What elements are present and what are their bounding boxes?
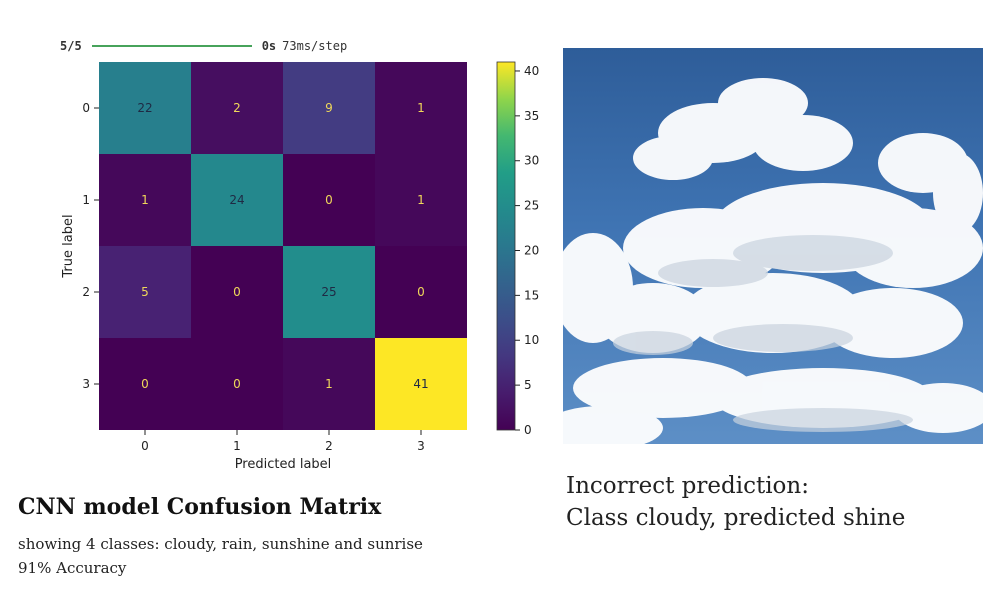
matrix-cell	[283, 62, 375, 154]
y-tick-label: 1	[82, 193, 90, 207]
matrix-cell	[191, 62, 283, 154]
x-tick-label: 1	[233, 439, 241, 453]
x-tick-label: 2	[325, 439, 333, 453]
matrix-cell	[375, 246, 467, 338]
progress-bar-fill	[91, 45, 252, 47]
progress-bar	[91, 45, 252, 47]
cell-value-label: 25	[321, 285, 336, 299]
matrix-cell	[283, 154, 375, 246]
cell-value-label: 1	[417, 101, 425, 115]
prediction-caption-line2: Class cloudy, predicted shine	[566, 505, 906, 531]
matrix-cell	[99, 154, 191, 246]
training-progress: 5/5 0s 73ms/step	[60, 36, 400, 56]
colorbar-tick-label: 10	[524, 333, 539, 347]
cell-value-label: 5	[141, 285, 149, 299]
cell-value-label: 1	[325, 377, 333, 391]
cell-value-label: 24	[229, 193, 244, 207]
colorbar-tick-label: 30	[524, 154, 539, 168]
cell-value-label: 41	[413, 377, 428, 391]
x-axis-title: Predicted label	[235, 457, 332, 472]
matrix-cell	[375, 62, 467, 154]
y-tick-label: 2	[82, 285, 90, 299]
cell-value-label: 9	[325, 101, 333, 115]
y-axis-title: True label	[61, 214, 76, 278]
matrix-caption-classes: showing 4 classes: cloudy, rain, sunshin…	[18, 535, 423, 553]
colorbar-tick-label: 40	[524, 64, 539, 78]
x-tick-label: 0	[141, 439, 149, 453]
cell-value-label: 0	[141, 377, 149, 391]
matrix-cell	[99, 246, 191, 338]
cloud-photo	[563, 48, 983, 444]
matrix-cell	[191, 338, 283, 430]
cell-value-label: 1	[141, 193, 149, 207]
colorbar-tick-label: 15	[524, 288, 539, 302]
matrix-cell	[375, 154, 467, 246]
colorbar-tick-label: 5	[524, 378, 532, 392]
colorbar	[496, 61, 516, 431]
colorbar-tick-label: 20	[524, 243, 539, 257]
y-tick-label: 3	[82, 377, 90, 391]
y-tick-label: 0	[82, 101, 90, 115]
progress-step-time: 73ms/step	[282, 39, 348, 53]
matrix-caption-title: CNN model Confusion Matrix	[18, 494, 382, 520]
colorbar-tick-label: 25	[524, 199, 539, 213]
cell-value-label: 0	[233, 285, 241, 299]
x-tick-label: 3	[417, 439, 425, 453]
matrix-cell	[283, 246, 375, 338]
progress-count: 5/5	[60, 39, 82, 53]
colorbar-tick-label: 35	[524, 109, 539, 123]
cell-value-label: 2	[233, 101, 241, 115]
cell-value-label: 22	[137, 101, 152, 115]
matrix-cell	[99, 338, 191, 430]
matrix-caption-accuracy: 91% Accuracy	[18, 559, 127, 577]
colorbar-tick-label: 0	[524, 423, 532, 437]
progress-time: 0s	[261, 39, 277, 53]
matrix-caption-description: showing 4 classes: cloudy, rain, sunshin…	[18, 532, 558, 580]
cell-value-label: 1	[417, 193, 425, 207]
cell-value-label: 0	[417, 285, 425, 299]
matrix-cell	[99, 62, 191, 154]
cell-value-label: 0	[325, 193, 333, 207]
matrix-cell	[375, 338, 467, 430]
cell-value-label: 0	[233, 377, 241, 391]
prediction-caption-line1: Incorrect prediction:	[566, 473, 809, 499]
prediction-caption: Incorrect prediction: Class cloudy, pred…	[566, 470, 905, 534]
matrix-cell	[283, 338, 375, 430]
matrix-cell	[191, 154, 283, 246]
matrix-cell	[191, 246, 283, 338]
